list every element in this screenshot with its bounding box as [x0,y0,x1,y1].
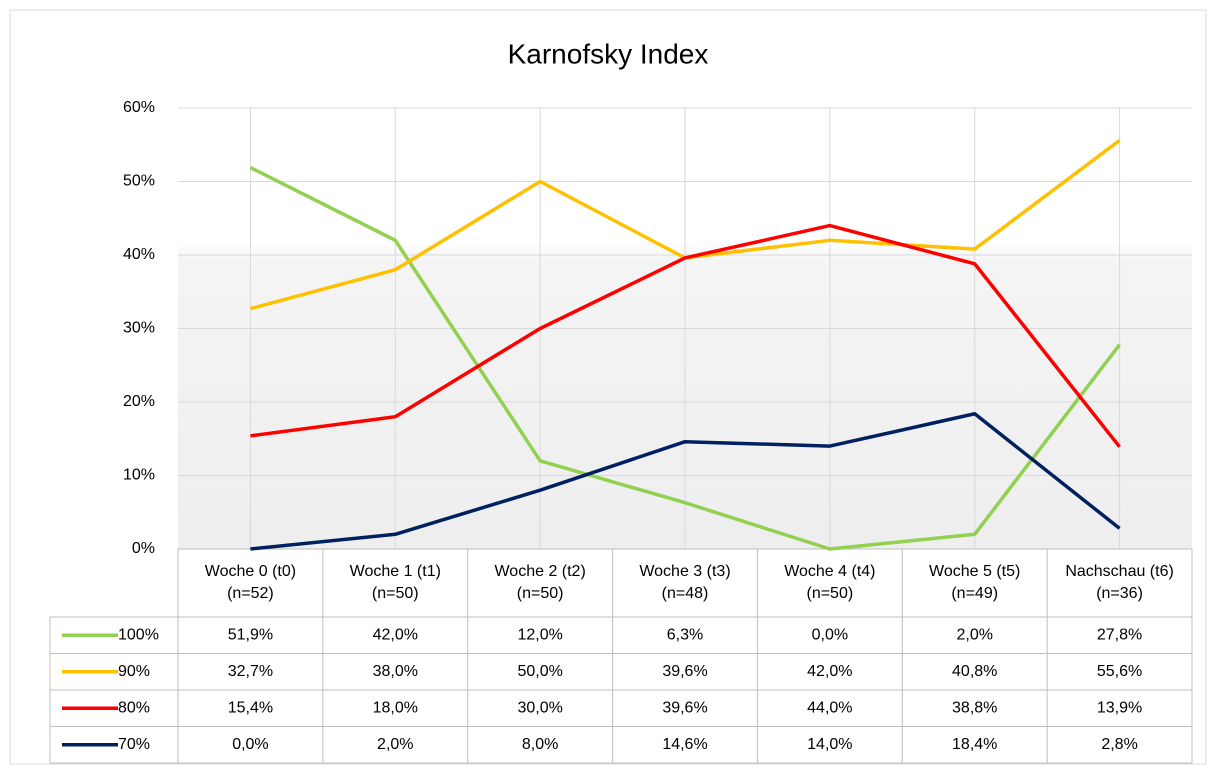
data-label: 18,0% [373,699,418,716]
data-label: 51,9% [228,626,273,643]
legend-label: 100% [118,626,159,643]
data-label: 18,4% [952,736,997,753]
data-label: 38,8% [952,699,997,716]
x-tick-label: Woche 0 (t0) (n=52) [204,563,297,602]
series-line [250,412,1121,551]
data-label: 39,6% [662,663,707,680]
series-line [250,223,1121,448]
data-label: 44,0% [807,699,852,716]
data-label: 15,4% [228,699,273,716]
series-line [249,165,1121,551]
x-tick-label: Woche 2 (t2) (n=50) [494,563,586,602]
y-tick-label: 60% [123,99,155,116]
data-label: 55,6% [1097,663,1142,680]
chart-title: Karnofsky Index [508,38,709,69]
data-label: 0,0% [232,736,268,753]
y-tick-label: 30% [123,320,155,337]
data-label: 6,3% [667,626,703,643]
y-tick-label: 20% [123,393,155,410]
x-tick-label: Nachschau (t6) (n=36) [1065,563,1174,602]
data-label: 42,0% [807,663,852,680]
y-tick-label: 50% [123,173,155,190]
legend-label: 70% [118,736,150,753]
x-tick-label: Woche 5 (t5) (n=49) [929,563,1021,602]
data-label: 39,6% [662,699,707,716]
data-label: 14,6% [662,736,707,753]
data-label: 12,0% [517,626,562,643]
data-label: 50,0% [517,663,562,680]
data-label: 30,0% [517,699,562,716]
x-tick-label: Woche 1 (t1) (n=50) [349,563,441,602]
data-label: 38,0% [373,663,418,680]
data-label: 2,8% [1101,736,1137,753]
data-label: 40,8% [952,663,997,680]
data-label: 0,0% [812,626,848,643]
legend-label: 90% [118,663,150,680]
data-label: 14,0% [807,736,852,753]
data-label: 42,0% [373,626,418,643]
data-label: 8,0% [522,736,558,753]
x-tick-label: Woche 4 (t4) (n=50) [784,563,876,602]
y-tick-label: 10% [123,467,155,484]
data-label: 2,0% [956,626,992,643]
legend-label: 80% [118,699,150,716]
data-label: 2,0% [377,736,413,753]
x-tick-label: Woche 3 (t3) (n=48) [639,563,731,602]
y-tick-label: 40% [123,246,155,263]
data-label: 27,8% [1097,626,1142,643]
data-label: 13,9% [1097,699,1142,716]
data-label: 32,7% [228,663,273,680]
y-tick-label: 0% [132,540,155,557]
